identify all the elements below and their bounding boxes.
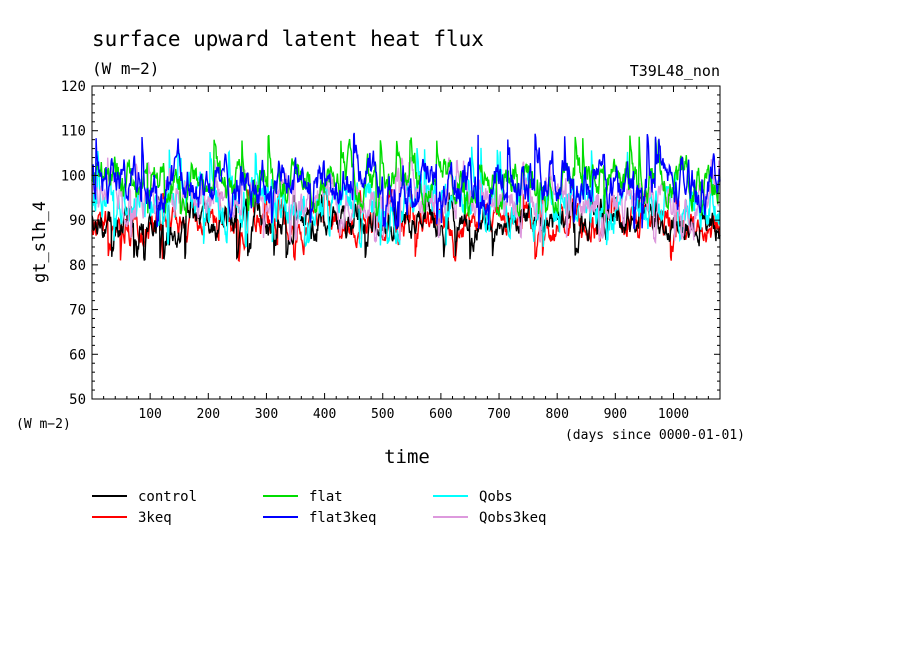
legend-label-flat3keq: flat3keq [309, 510, 376, 526]
y-tick-label: 50 [69, 392, 86, 408]
y-tick-label: 90 [69, 213, 86, 229]
legend-label-qobs3keq: Qobs3keq [479, 510, 546, 526]
x-tick-label: 300 [255, 407, 278, 422]
y-axis-units: (W m−2) [16, 417, 71, 432]
x-tick-label: 800 [545, 407, 568, 422]
y-tick-label: 110 [61, 124, 86, 140]
x-axis-label: time [384, 446, 430, 468]
y-tick-label: 120 [61, 79, 86, 95]
series-line-qobs3keq [91, 156, 721, 245]
series-lines [91, 132, 721, 263]
y-axis-label: gt_slh_4 [30, 201, 50, 283]
legend-label-qobs: Qobs [479, 489, 513, 505]
x-tick-label: 1000 [658, 407, 689, 422]
x-tick-label: 600 [429, 407, 452, 422]
y-tick-label: 80 [69, 258, 86, 274]
x-axis-units: (days since 0000-01-01) [565, 428, 745, 443]
x-tick-label: 200 [197, 407, 220, 422]
y-tick-label: 100 [61, 168, 86, 184]
y-tick-label: 60 [69, 347, 86, 363]
x-tick-label: 400 [313, 407, 336, 422]
legend: control 3keq flat flat3keq Qobs Qobs3keq [92, 489, 546, 526]
legend-label-3keq: 3keq [138, 510, 172, 526]
legend-label-flat: flat [309, 489, 343, 505]
x-tick-label: 900 [604, 407, 627, 422]
x-tick-label: 700 [487, 407, 510, 422]
chart-units: (W m−2) [92, 59, 159, 78]
chart-title: surface upward latent heat flux [92, 27, 484, 51]
axes: 100 200 300 400 500 600 700 800 900 1000 50 60 70 80 9… [61, 79, 721, 422]
run-label: T39L48_non [630, 62, 720, 80]
x-tick-label: 500 [371, 407, 394, 422]
y-tick-label: 70 [69, 303, 86, 319]
series-line-flat3keq [91, 132, 721, 230]
legend-label-control: control [138, 489, 197, 505]
x-tick-label: 100 [138, 407, 161, 422]
series-line-flat [91, 134, 721, 219]
